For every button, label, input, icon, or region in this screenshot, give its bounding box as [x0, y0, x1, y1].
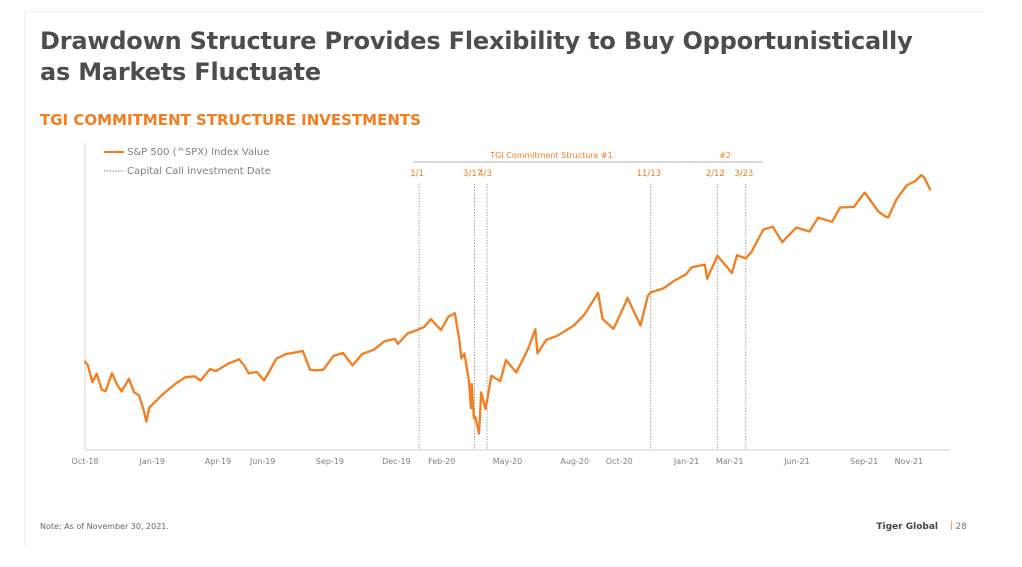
- x-tick-label-3: Jun-19: [249, 457, 276, 466]
- legend: S&P 500 (^SPX) Index Value Capital Call …: [104, 147, 271, 177]
- footer-brand: Tiger Global: [876, 522, 938, 532]
- page-number: 28: [955, 522, 967, 532]
- capital-call-label-1: 3/17: [463, 169, 482, 179]
- capital-call-lines: 1/1 3/174/3 11/13 2/12 3/23: [410, 169, 753, 450]
- capital-call-label-2: 4/3: [478, 169, 492, 179]
- x-tick-label-2: Apr-19: [205, 457, 231, 466]
- x-tick-label-10: Jan-21: [673, 457, 699, 466]
- capital-call-label-5: 3/23: [734, 169, 753, 179]
- x-tick-label-6: Feb-20: [428, 457, 455, 466]
- x-tick-label-12: Jun-21: [783, 457, 810, 466]
- x-tick-label-9: Oct-20: [606, 457, 633, 466]
- footnote: Note: As of November 30, 2021.: [40, 522, 169, 531]
- x-tick-label-13: Sep-21: [850, 457, 878, 466]
- x-tick-label-8: Aug-20: [560, 457, 589, 466]
- footer-separator: |: [949, 521, 953, 531]
- x-tick-label-1: Jan-19: [139, 457, 165, 466]
- capital-call-label-4: 2/12: [706, 169, 725, 179]
- capital-call-label-3: 11/13: [637, 169, 662, 179]
- period-label-1: #2: [719, 151, 731, 160]
- x-axis-ticks: Oct-18 Jan-19 Apr-19 Jun-19 Sep-19 Dec-19 Feb-…: [72, 457, 923, 466]
- legend-label-sp500: S&P 500 (^SPX) Index Value: [127, 147, 269, 158]
- page-title: Drawdown Structure Provides Flexibility …: [40, 27, 913, 86]
- x-tick-label-14: Nov-21: [895, 457, 923, 466]
- top-rule: [24, 11, 984, 12]
- x-tick-label-0: Oct-18: [72, 457, 99, 466]
- x-tick-label-5: Dec-19: [382, 457, 411, 466]
- period-label-0: TGI Commitment Structure #1: [489, 151, 612, 160]
- section-subtitle: TGI COMMITMENT STRUCTURE INVESTMENTS: [40, 111, 421, 129]
- x-tick-label-11: Mar-21: [716, 457, 744, 466]
- x-tick-label-4: Sep-19: [316, 457, 344, 466]
- x-tick-label-7: May-20: [493, 457, 522, 466]
- capital-call-label-0: 1/1: [410, 169, 424, 179]
- left-rule: [24, 11, 25, 546]
- legend-label-capital-call: Capital Call Investment Date: [127, 166, 271, 177]
- commitment-periods: TGI Commitment Structure #1 #2: [413, 151, 763, 163]
- sp500-series-line: [83, 173, 932, 435]
